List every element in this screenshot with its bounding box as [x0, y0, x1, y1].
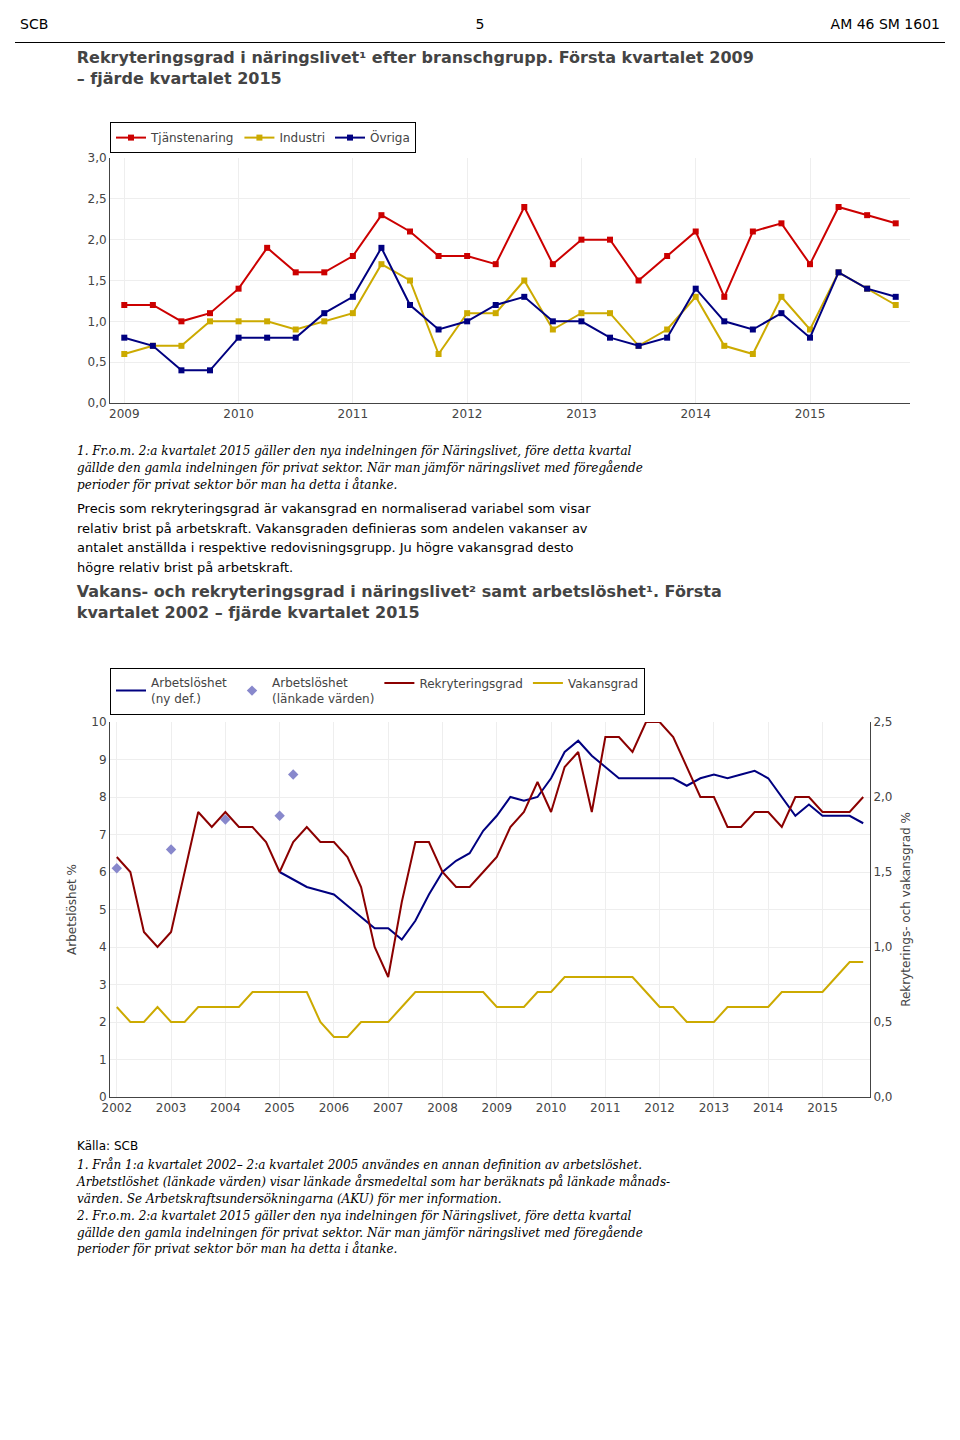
svg-text:7: 7 — [99, 828, 107, 842]
svg-text:Industri: Industri — [279, 131, 325, 145]
svg-text:Rekryterings- och vakansgrad %: Rekryterings- och vakansgrad % — [899, 813, 913, 1008]
svg-text:Tjänstenaring: Tjänstenaring — [150, 131, 233, 145]
svg-text:8: 8 — [99, 791, 107, 805]
svg-text:2: 2 — [99, 1016, 107, 1030]
svg-text:2004: 2004 — [210, 1102, 241, 1116]
svg-text:2011: 2011 — [338, 407, 369, 421]
svg-text:1,5: 1,5 — [88, 274, 107, 288]
svg-text:2011: 2011 — [590, 1102, 621, 1116]
svg-text:2015: 2015 — [807, 1102, 838, 1116]
svg-text:2002: 2002 — [102, 1102, 133, 1116]
svg-text:2013: 2013 — [566, 407, 597, 421]
svg-text:0,0: 0,0 — [88, 396, 107, 410]
svg-text:4: 4 — [99, 941, 107, 955]
svg-text:2,0: 2,0 — [873, 791, 892, 805]
svg-text:0,0: 0,0 — [873, 1091, 892, 1105]
html-text:1. Fr.o.m. 2:a kvartalet 2015: 1. Fr.o.m. 2:a kvartalet 2015 gäller den… — [77, 444, 643, 492]
svg-text:2008: 2008 — [427, 1102, 458, 1116]
svg-text:2009: 2009 — [109, 407, 140, 421]
svg-text:1: 1 — [99, 1053, 107, 1067]
svg-text:2,5: 2,5 — [873, 716, 892, 730]
svg-text:2006: 2006 — [319, 1102, 350, 1116]
svg-text:2013: 2013 — [699, 1102, 730, 1116]
svg-text:10: 10 — [91, 716, 106, 730]
html-text:Källa: SCB: Källa: SCB — [77, 1139, 139, 1154]
svg-text:2010: 2010 — [223, 407, 254, 421]
svg-text:Vakans- och rekryteringsgrad i: Vakans- och rekryteringsgrad i näringsli… — [77, 582, 722, 622]
svg-text:1,5: 1,5 — [873, 866, 892, 880]
svg-text:Arbetslöshet(länkade värden): Arbetslöshet(länkade värden) — [272, 677, 374, 707]
svg-text:2005: 2005 — [264, 1102, 295, 1116]
svg-text:0,5: 0,5 — [88, 355, 107, 369]
svg-text:2,0: 2,0 — [88, 233, 107, 247]
svg-text:3: 3 — [99, 978, 107, 992]
html-text:1. Från 1:a kvartalet 2002– 2:: 1. Från 1:a kvartalet 2002– 2:a kvartale… — [77, 1158, 671, 1257]
html-text:AM 46 SM 1601: AM 46 SM 1601 — [830, 16, 940, 32]
html-text:Precis som rekryteringsgrad är: Precis som rekryteringsgrad är vakansgra… — [77, 501, 591, 575]
svg-text:9: 9 — [99, 753, 107, 767]
svg-text:0,5: 0,5 — [873, 1016, 892, 1030]
svg-text:Vakansgrad: Vakansgrad — [568, 677, 638, 691]
svg-text:2009: 2009 — [482, 1102, 513, 1116]
svg-text:Rekryteringsgrad i näringslive: Rekryteringsgrad i näringslivet¹ efter b… — [77, 48, 754, 88]
svg-text:0: 0 — [99, 1091, 107, 1105]
svg-text:2014: 2014 — [753, 1102, 784, 1116]
svg-text:1,0: 1,0 — [873, 941, 892, 955]
svg-text:Rekryteringsgrad: Rekryteringsgrad — [419, 677, 523, 691]
svg-text:2,5: 2,5 — [88, 192, 107, 206]
html-text:5: 5 — [475, 16, 485, 32]
svg-text:2012: 2012 — [452, 407, 483, 421]
svg-text:2014: 2014 — [680, 407, 711, 421]
svg-text:6: 6 — [99, 866, 107, 880]
svg-text:5: 5 — [99, 903, 107, 917]
svg-text:2012: 2012 — [644, 1102, 675, 1116]
svg-text:1,0: 1,0 — [88, 315, 107, 329]
svg-text:2003: 2003 — [156, 1102, 187, 1116]
svg-text:2007: 2007 — [373, 1102, 404, 1116]
svg-text:2010: 2010 — [536, 1102, 567, 1116]
html-text:SCB: SCB — [20, 16, 49, 32]
svg-text:3,0: 3,0 — [88, 151, 107, 165]
svg-text:Arbetslöshet(ny def.): Arbetslöshet(ny def.) — [151, 677, 227, 707]
svg-text:Övriga: Övriga — [370, 129, 410, 145]
svg-text:2015: 2015 — [795, 407, 826, 421]
svg-text:Arbetslöshet %: Arbetslöshet % — [65, 864, 79, 955]
